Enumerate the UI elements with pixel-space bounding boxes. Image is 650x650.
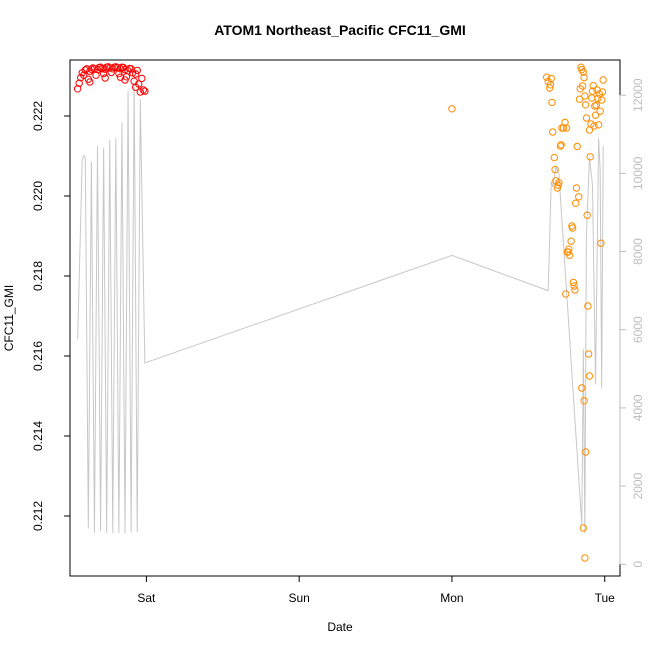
y2-tick-label: 4000 bbox=[631, 394, 645, 421]
data-point bbox=[557, 141, 565, 149]
data-point bbox=[139, 86, 148, 94]
data-point bbox=[551, 165, 559, 174]
data-point bbox=[99, 69, 108, 78]
data-point bbox=[546, 84, 554, 92]
y-tick-label: 0.218 bbox=[31, 261, 45, 291]
y-tick-label: 0.216 bbox=[31, 341, 45, 371]
data-point bbox=[115, 69, 123, 78]
data-point bbox=[581, 101, 590, 109]
data-point bbox=[550, 153, 559, 162]
data-point bbox=[555, 179, 563, 187]
data-point bbox=[575, 193, 583, 201]
data-point bbox=[562, 124, 571, 132]
data-point bbox=[588, 94, 596, 102]
data-point bbox=[597, 239, 605, 247]
data-point bbox=[582, 114, 591, 122]
data-point bbox=[80, 71, 88, 79]
x-axis-label: Date bbox=[327, 620, 353, 634]
data-point bbox=[589, 81, 597, 90]
data-point bbox=[571, 199, 580, 207]
y2-axis: 0 2000 4000 6000 8000 10000 12000 bbox=[619, 78, 645, 568]
data-point bbox=[583, 211, 591, 219]
line-series bbox=[77, 83, 604, 534]
data-point bbox=[591, 111, 600, 119]
y-tick-label: 0.222 bbox=[31, 101, 45, 131]
data-point bbox=[570, 282, 578, 290]
y2-tick-label: 10000 bbox=[631, 156, 645, 190]
data-point bbox=[594, 94, 602, 103]
data-point bbox=[138, 74, 146, 83]
x-tick-label: Sat bbox=[137, 591, 156, 605]
data-point bbox=[575, 95, 584, 103]
data-point bbox=[542, 73, 551, 81]
y2-tick-label: 6000 bbox=[631, 316, 645, 343]
x-tick-label: Mon bbox=[440, 591, 463, 605]
data-point bbox=[581, 92, 589, 100]
data-point bbox=[101, 74, 109, 82]
y-axis-label: CFC11_GMI bbox=[2, 285, 16, 351]
data-point bbox=[599, 76, 607, 84]
data-point bbox=[594, 121, 603, 129]
data-point bbox=[580, 397, 588, 405]
y2-tick-label: 2000 bbox=[631, 472, 645, 499]
y-tick-label: 0.220 bbox=[31, 181, 45, 211]
data-point bbox=[596, 107, 604, 115]
y-tick-label: 0.214 bbox=[31, 421, 45, 451]
data-point bbox=[578, 82, 587, 90]
x-axis: Sat Sun Mon Tue bbox=[137, 576, 615, 605]
data-point bbox=[581, 554, 589, 562]
data-point bbox=[569, 278, 578, 287]
data-point bbox=[141, 87, 149, 95]
data-point bbox=[584, 302, 592, 310]
chart-title: ATOM1 Northeast_Pacific CFC11_GMI bbox=[214, 22, 466, 38]
data-point bbox=[547, 74, 555, 83]
data-point bbox=[590, 122, 598, 130]
y2-tick-label: 12000 bbox=[631, 78, 645, 112]
data-point bbox=[584, 350, 593, 358]
data-point bbox=[86, 78, 94, 86]
data-point bbox=[556, 142, 565, 150]
data-point bbox=[586, 153, 594, 161]
data-point bbox=[549, 128, 557, 136]
data-point bbox=[580, 73, 588, 82]
data-point bbox=[573, 142, 581, 151]
data-point bbox=[548, 98, 556, 107]
data-point bbox=[579, 524, 588, 532]
series-line bbox=[77, 83, 604, 534]
plot-frame bbox=[69, 59, 621, 577]
y2-tick-label: 0 bbox=[631, 561, 645, 568]
data-point bbox=[585, 372, 594, 380]
data-point bbox=[131, 70, 140, 78]
data-point bbox=[133, 66, 141, 75]
data-point bbox=[578, 384, 586, 392]
x-tick-label: Tue bbox=[595, 591, 616, 605]
data-point bbox=[131, 83, 140, 91]
data-point bbox=[592, 101, 601, 109]
data-point bbox=[565, 251, 574, 259]
data-point bbox=[553, 184, 562, 192]
points-layer bbox=[73, 63, 607, 562]
data-point bbox=[568, 224, 577, 232]
data-point bbox=[448, 105, 456, 113]
data-point bbox=[579, 68, 588, 76]
data-point bbox=[581, 448, 590, 456]
data-point bbox=[121, 76, 129, 84]
y-tick-label: 0.212 bbox=[31, 501, 45, 531]
data-point bbox=[567, 237, 575, 245]
data-point bbox=[597, 96, 606, 104]
data-point bbox=[588, 87, 597, 95]
y2-tick-label: 8000 bbox=[631, 238, 645, 265]
data-point bbox=[572, 184, 581, 192]
data-point bbox=[562, 290, 570, 298]
x-tick-label: Sun bbox=[288, 591, 309, 605]
data-point bbox=[598, 88, 607, 96]
y-axis: 0.212 0.214 0.216 0.218 0.220 0.222 bbox=[31, 101, 70, 531]
data-point bbox=[571, 286, 579, 294]
